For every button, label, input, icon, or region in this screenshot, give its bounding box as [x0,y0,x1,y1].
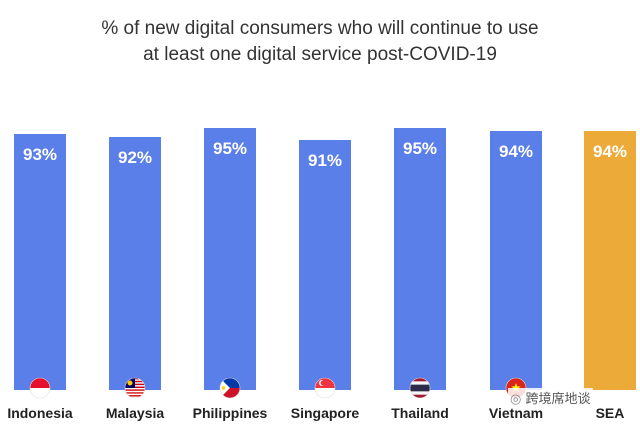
value-label-sea: 94% [593,142,627,161]
wechat-icon: ◎ [510,392,522,407]
watermark-text: 跨境席地谈 [525,392,591,407]
value-label-indonesia: 93% [23,145,57,164]
singapore-flag-icon [314,377,336,399]
category-label-singapore: Singapore [291,405,360,421]
chart-title-line-2: at least one digital service post-COVID-… [143,44,497,65]
value-label-vietnam: 94% [499,142,533,161]
bar-philippines [204,128,256,390]
category-label-malaysia: Malaysia [106,405,165,421]
category-label-sea: SEA [596,405,625,421]
bar-vietnam [490,131,542,390]
category-label-vietnam: Vietnam [489,405,543,421]
bar-indonesia [14,134,66,390]
value-label-thailand: 95% [403,139,437,158]
malaysia-flag-icon [124,377,146,399]
bar-malaysia [109,137,161,390]
bar-thailand [394,128,446,390]
chart-title: % of new digital consumers who will cont… [0,16,640,68]
bar-singapore [299,140,351,390]
category-label-thailand: Thailand [391,405,449,421]
philippines-flag-icon [219,377,241,399]
chart-title-line-1: % of new digital consumers who will cont… [101,18,539,39]
bar-sea [584,131,636,390]
watermark: ◎ 跨境席地谈 [508,388,593,407]
value-label-malaysia: 92% [118,148,152,167]
category-label-indonesia: Indonesia [7,405,73,421]
thailand-flag-icon [409,377,431,399]
value-label-singapore: 91% [308,151,342,170]
category-label-philippines: Philippines [193,405,268,421]
value-label-philippines: 95% [213,139,247,158]
indonesia-flag-icon [29,377,51,399]
